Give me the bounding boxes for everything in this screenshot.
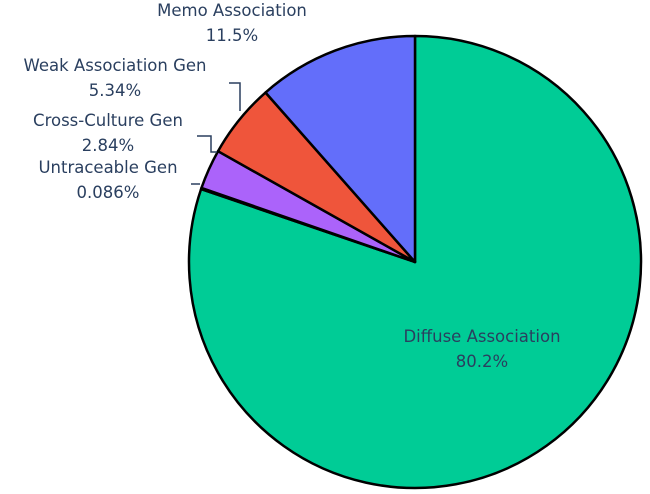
- leader-line-cross-culture-gen: [197, 135, 217, 153]
- slice-value-cross-culture-gen: 2.84%: [82, 136, 134, 155]
- pie-slice-memo-association: [264, 34, 417, 264]
- slice-label-memo-association: Memo Association: [157, 1, 307, 20]
- pie-slices: [187, 34, 643, 490]
- slice-label-weak-association-gen: Weak Association Gen: [24, 56, 207, 75]
- slice-label-untraceable-gen: Untraceable Gen: [38, 158, 177, 177]
- slice-label-diffuse-association: Diffuse Association: [403, 327, 560, 346]
- leader-line-weak-association-gen: [229, 82, 241, 111]
- slice-value-diffuse-association: 80.2%: [456, 352, 508, 371]
- pie-slice-diffuse-association: [187, 34, 643, 490]
- slice-label-cross-culture-gen: Cross-Culture Gen: [33, 111, 183, 130]
- slice-value-untraceable-gen: 0.086%: [77, 183, 140, 202]
- leader-lines: [191, 82, 241, 185]
- slice-value-weak-association-gen: 5.34%: [89, 81, 141, 100]
- slice-labels: Diffuse Association 80.2% Untraceable Gen 0…: [24, 1, 561, 371]
- slice-value-memo-association: 11.5%: [206, 26, 258, 45]
